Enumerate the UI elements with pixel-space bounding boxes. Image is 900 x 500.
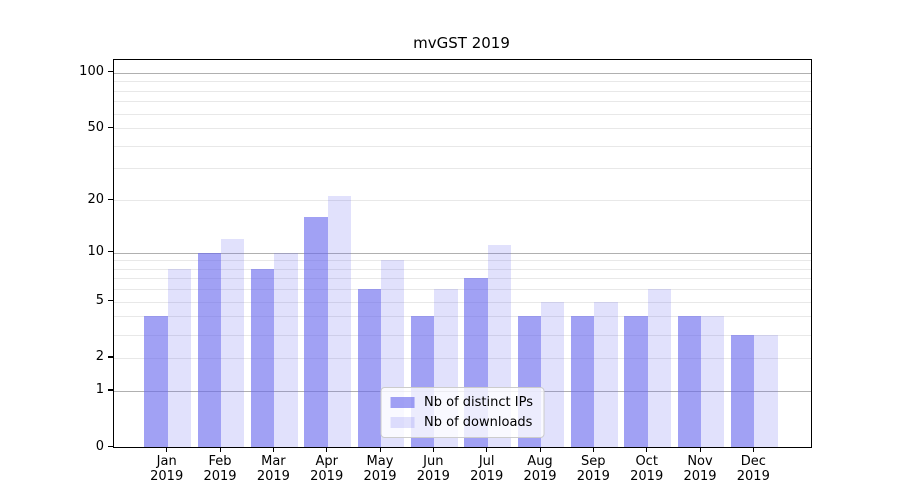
x-tick-label-may: May 2019	[363, 454, 397, 484]
bar-jan-downloads	[167, 268, 191, 447]
y-tick-label-100: 100	[79, 64, 104, 80]
y-tick-mark	[108, 389, 113, 391]
x-tick-label-jul: Jul 2019	[470, 454, 504, 484]
x-tick-mark	[752, 447, 755, 453]
minor-gridline	[114, 268, 811, 270]
x-tick-mark	[272, 447, 275, 453]
x-tick-label-jan: Jan 2019	[150, 454, 184, 484]
bar-dec-distinct-ips	[731, 334, 755, 447]
x-tick-mark	[699, 447, 701, 453]
bar-apr-distinct-ips	[304, 217, 328, 447]
y-tick-label-0: 0	[95, 438, 104, 454]
y-tick-mark	[108, 356, 113, 358]
y-tick-mark	[108, 251, 113, 253]
bar-nov-downloads	[701, 316, 725, 447]
legend-entry-distinct-ips: Nb of distinct IPs	[390, 395, 533, 410]
x-tick-label-aug: Aug 2019	[523, 454, 557, 484]
x-tick-mark	[539, 447, 541, 453]
legend: Nb of distinct IPs Nb of downloads	[380, 387, 545, 438]
y-tick-mark	[108, 300, 113, 302]
x-tick-label-feb: Feb 2019	[203, 454, 237, 484]
x-tick-label-jun: Jun 2019	[416, 454, 450, 484]
bar-feb-distinct-ips	[197, 252, 221, 447]
plot-area: Nb of distinct IPs Nb of downloads	[113, 59, 812, 448]
x-tick-label-nov: Nov 2019	[683, 454, 717, 484]
minor-gridline	[114, 278, 811, 280]
x-tick-mark	[219, 447, 221, 453]
bar-apr-downloads	[327, 196, 351, 447]
y-tick-label-20: 20	[87, 191, 104, 207]
minor-gridline	[114, 200, 811, 201]
y-tick-label-2: 2	[95, 349, 104, 365]
bar-oct-downloads	[647, 289, 671, 447]
y-tick-label-1: 1	[95, 382, 104, 398]
minor-gridline	[114, 128, 811, 129]
x-tick-mark	[486, 447, 488, 453]
bar-aug-downloads	[541, 301, 565, 447]
bar-dec-downloads	[754, 334, 778, 447]
y-tick-label-50: 50	[87, 119, 104, 135]
legend-entry-downloads: Nb of downloads	[390, 415, 533, 430]
bar-mar-downloads	[274, 252, 298, 447]
legend-label-distinct-ips: Nb of distinct IPs	[424, 395, 533, 410]
x-tick-mark	[646, 447, 648, 453]
minor-gridline	[114, 81, 811, 83]
legend-label-downloads: Nb of downloads	[424, 415, 533, 430]
y-tick-mark	[108, 198, 113, 200]
x-tick-mark	[592, 447, 595, 453]
y-tick-label-10: 10	[87, 244, 104, 259]
minor-gridline	[114, 301, 811, 303]
x-tick-mark	[432, 447, 435, 453]
bar-jan-distinct-ips	[144, 316, 168, 447]
bar-nov-distinct-ips	[677, 316, 701, 447]
chart-title: mvGST 2019	[413, 34, 510, 52]
minor-gridline	[114, 168, 811, 170]
minor-gridline	[114, 113, 811, 115]
x-tick-label-sep: Sep 2019	[576, 454, 610, 484]
y-tick-label-5: 5	[95, 293, 104, 309]
minor-gridline	[114, 145, 811, 147]
major-gridline	[114, 252, 811, 254]
x-tick-mark	[166, 447, 168, 453]
x-tick-label-oct: Oct 2019	[630, 454, 664, 484]
minor-gridline	[114, 90, 811, 92]
legend-swatch-downloads	[390, 417, 415, 428]
x-tick-mark	[326, 447, 328, 453]
minor-gridline	[114, 260, 811, 262]
minor-gridline	[114, 289, 811, 291]
legend-swatch-distinct-ips	[390, 397, 415, 408]
bar-mar-distinct-ips	[251, 268, 275, 447]
y-tick-mark	[108, 126, 113, 128]
x-tick-mark	[379, 447, 381, 453]
minor-gridline	[114, 101, 811, 103]
x-tick-label-dec: Dec 2019	[736, 454, 770, 484]
y-tick-mark	[108, 445, 113, 447]
bar-sep-distinct-ips	[571, 316, 595, 447]
x-tick-label-mar: Mar 2019	[256, 454, 290, 484]
bar-sep-downloads	[594, 301, 618, 447]
bar-may-distinct-ips	[357, 289, 381, 447]
minor-gridline	[114, 316, 811, 318]
bar-oct-distinct-ips	[624, 316, 648, 447]
major-gridline	[114, 72, 811, 74]
minor-gridline	[114, 334, 811, 336]
x-tick-label-apr: Apr 2019	[310, 454, 344, 484]
minor-gridline	[114, 357, 811, 359]
y-tick-mark	[108, 71, 113, 73]
bar-feb-downloads	[221, 238, 245, 447]
